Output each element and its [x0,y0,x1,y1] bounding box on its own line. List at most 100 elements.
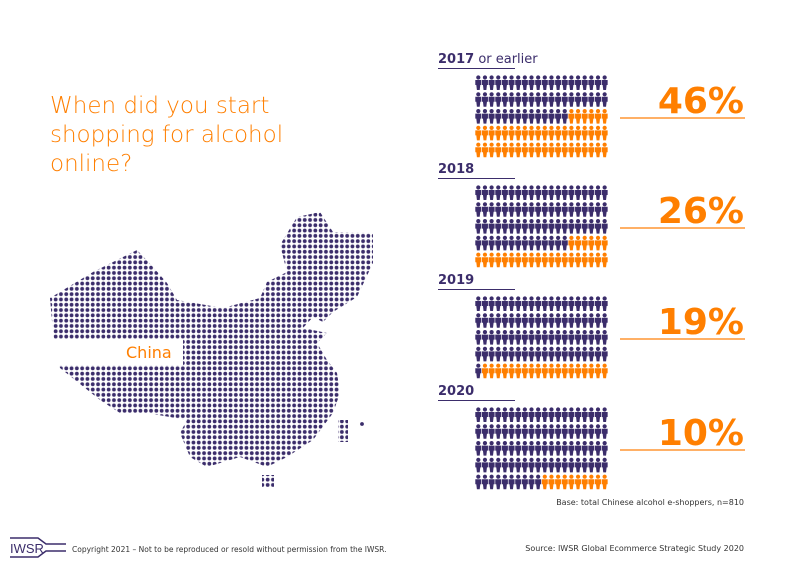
person-icon [588,441,595,456]
person-icon [515,296,522,311]
person-icon-highlighted [561,252,568,268]
svg-text:IWSR: IWSR [10,541,44,556]
person-icon-highlighted [528,252,535,268]
person-icon [561,109,568,124]
person-icon [568,185,575,200]
person-icon-highlighted [508,142,515,158]
person-icon [535,235,542,251]
base-note: Base: total Chinese alcohol e-shoppers, … [556,498,744,507]
person-icon-highlighted [581,235,588,251]
person-icon [535,441,542,456]
person-icon [535,407,542,422]
person-icon-highlighted [561,474,568,490]
person-icon [541,219,548,234]
person-icon-highlighted [541,474,548,490]
person-icon [475,219,482,234]
person-icon [475,441,482,456]
person-icon-highlighted [501,125,508,141]
person-icon [521,92,528,107]
person-icon [555,296,562,311]
person-icon [581,185,588,200]
person-icon-highlighted [488,142,495,158]
person-icon [475,92,482,107]
person-icon [528,457,535,473]
person-icon [561,296,568,311]
person-icon [501,330,508,345]
person-icon [601,75,608,90]
copyright-text: Copyright 2021 – Not to be reproduced or… [72,545,387,554]
person-icon [488,75,495,90]
percentage-underline [620,117,745,119]
person-icon [501,202,508,217]
year-label: 2019 [438,273,515,290]
person-icon [581,441,588,456]
person-icon [488,474,495,490]
person-icon [575,313,582,328]
person-icon-highlighted [601,363,608,379]
person-icon [588,75,595,90]
person-icon [481,457,488,473]
person-icon [495,474,502,490]
person-icon [541,235,548,251]
person-icon [581,296,588,311]
person-icon [508,109,515,124]
person-icon-highlighted [575,252,582,268]
person-icon [488,346,495,362]
person-icon [521,330,528,345]
person-icon-highlighted [495,252,502,268]
person-icon-highlighted [521,142,528,158]
person-icon [521,75,528,90]
year-label: 2020 [438,384,515,401]
person-icon [488,457,495,473]
person-icon [521,296,528,311]
person-icon-highlighted [568,363,575,379]
person-icon [555,202,562,217]
person-icon [588,330,595,345]
person-icon [601,219,608,234]
person-icon [475,424,482,439]
person-icon [588,219,595,234]
person-icon [541,441,548,456]
person-icon [515,457,522,473]
person-icon-highlighted [475,125,482,141]
person-icon [475,185,482,200]
person-icon [475,202,482,217]
person-icon [475,330,482,345]
person-icon-highlighted [548,252,555,268]
person-icon [515,424,522,439]
person-icon [595,457,601,473]
person-icon-highlighted [588,252,595,268]
person-icon-highlighted [541,363,548,379]
person-icon [588,202,595,217]
person-icon [528,474,535,490]
person-icon-highlighted [561,142,568,158]
person-icon [541,92,548,107]
person-icon [541,457,548,473]
person-icon [548,457,555,473]
person-icon [548,346,555,362]
person-icon [481,75,488,90]
person-icon [595,407,601,422]
person-icon [515,75,522,90]
person-icon [495,407,502,422]
person-icon [501,75,508,90]
person-icon [568,407,575,422]
person-icon [561,235,568,251]
person-icon [521,109,528,124]
person-icon [568,424,575,439]
person-icon-highlighted [548,142,555,158]
person-icon [595,75,601,90]
person-icon [575,75,582,90]
person-icon [588,92,595,107]
person-icon [555,313,562,328]
person-icon [561,346,568,362]
person-icon [521,185,528,200]
person-icon [555,219,562,234]
person-icon [561,202,568,217]
person-icon [575,185,582,200]
person-icon [481,185,488,200]
person-icon [521,219,528,234]
person-icon [541,185,548,200]
person-icon [495,109,502,124]
person-icon [568,330,575,345]
